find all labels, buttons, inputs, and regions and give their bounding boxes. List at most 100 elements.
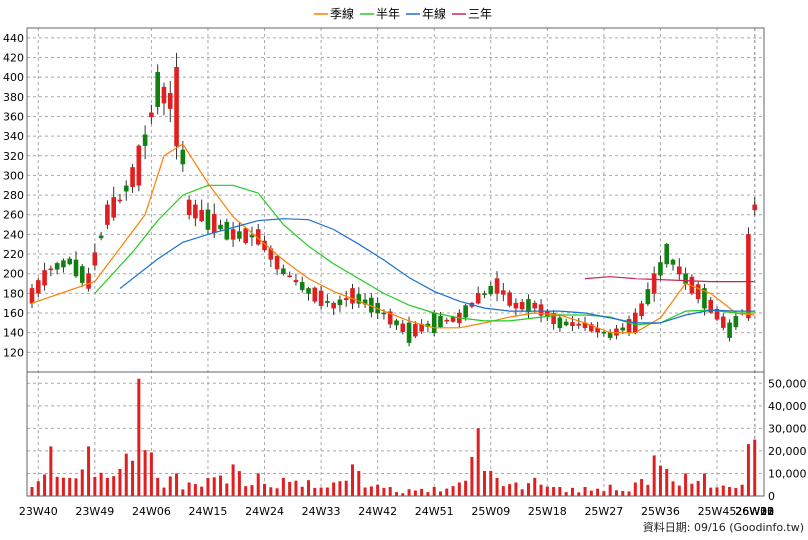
volume-bar	[640, 479, 644, 496]
time-tick-label: 24W33	[302, 505, 341, 518]
candle-body	[237, 231, 242, 239]
candle-body	[733, 316, 739, 328]
candle-body	[381, 312, 387, 315]
candle-body	[274, 256, 280, 270]
volume-bar	[137, 378, 141, 496]
volume-tick-label: 40,000	[768, 400, 807, 413]
candle-body	[92, 252, 98, 266]
time-tick-label: 25W27	[584, 505, 623, 518]
candle-body	[570, 322, 575, 326]
volume-bar	[193, 484, 197, 496]
candle-body	[287, 275, 292, 278]
ma-line-1	[94, 184, 755, 326]
volume-bar	[131, 460, 135, 496]
candle-body	[243, 228, 248, 243]
volume-bar	[388, 487, 392, 496]
volume-bar	[36, 481, 40, 496]
candle-body	[117, 199, 123, 202]
volume-bar	[275, 488, 279, 496]
time-tick-label: 24W24	[245, 505, 284, 518]
candle-body	[281, 268, 286, 275]
candlesticks	[29, 52, 758, 347]
volume-bar	[288, 481, 292, 496]
price-tick-label: 260	[3, 209, 24, 222]
volume-bar	[702, 473, 706, 496]
time-tick-label: 24W15	[189, 505, 228, 518]
volume-bar	[351, 464, 355, 496]
source-date-label: 資料日期: 09/16 (Goodinfo.tw)	[643, 520, 804, 534]
candle-body	[413, 324, 418, 337]
volume-bar	[438, 491, 442, 496]
time-tick-label: 23W49	[75, 505, 114, 518]
time-tick-label: 25W09	[471, 505, 510, 518]
volume-tick-label: 0	[768, 490, 775, 503]
price-tick-label: 400	[3, 71, 24, 84]
ma-line-0	[31, 143, 755, 334]
candle-body	[475, 293, 481, 304]
time-tick-label: 23W40	[19, 505, 58, 518]
volume-bar	[501, 486, 505, 496]
legend-label-0: 季線	[330, 6, 354, 21]
candle-body	[557, 317, 563, 329]
volume-bar	[558, 486, 562, 496]
price-tick-label: 360	[3, 110, 24, 123]
candle-body	[670, 259, 676, 265]
candle-body	[299, 282, 305, 290]
volume-bar	[589, 490, 593, 496]
candle-body	[513, 302, 519, 309]
volume-bar	[332, 482, 336, 496]
price-tick-label: 240	[3, 228, 24, 241]
price-tick-label: 380	[3, 91, 24, 104]
volume-bar	[162, 487, 166, 496]
time-tick-label: 25W45	[698, 505, 737, 518]
price-tick-label: 140	[3, 327, 24, 340]
volume-bar	[420, 488, 424, 496]
candle-body	[519, 302, 525, 310]
volume-bar	[344, 480, 348, 496]
candle-body	[193, 204, 198, 219]
candle-body	[350, 288, 355, 304]
volume-bar	[112, 476, 116, 496]
volume-bar	[690, 483, 694, 496]
candle-body	[482, 293, 487, 296]
candle-body	[614, 328, 619, 336]
volume-bar	[734, 487, 738, 496]
candle-body	[620, 327, 626, 331]
price-tick-label: 220	[3, 248, 24, 261]
volume-bar	[250, 485, 254, 496]
candle-body	[601, 331, 607, 334]
ma-line-3	[584, 276, 755, 283]
volume-bar	[746, 444, 750, 496]
price-tick-label: 440	[3, 32, 24, 45]
volume-bar	[156, 477, 160, 496]
candle-body	[180, 149, 186, 165]
candle-body	[387, 311, 393, 325]
candle-body	[155, 71, 160, 107]
candle-body	[356, 294, 362, 304]
volume-bar	[520, 489, 524, 496]
candle-body	[702, 288, 707, 309]
candle-body	[211, 213, 217, 233]
candle-body	[714, 309, 720, 320]
volume-bar	[508, 484, 512, 496]
candle-body	[419, 324, 424, 332]
candle-body	[526, 299, 531, 313]
volume-bar	[464, 480, 468, 496]
candle-body	[651, 273, 657, 294]
candle-body	[431, 312, 437, 333]
volume-bar	[187, 482, 191, 496]
volume-bar	[93, 476, 97, 496]
legend-label-2: 年線	[422, 6, 446, 21]
time-tick-label: 25W18	[528, 505, 567, 518]
candle-body	[507, 292, 512, 306]
volume-bar	[470, 456, 474, 496]
volume-bar	[149, 452, 153, 496]
candle-body	[752, 204, 758, 211]
candle-body	[501, 290, 506, 295]
volume-bar	[325, 487, 329, 496]
volume-bar	[684, 473, 688, 496]
volume-bar	[168, 476, 172, 496]
volume-bar	[369, 486, 373, 496]
volume-bar	[432, 486, 436, 496]
volume-bar	[219, 475, 223, 496]
